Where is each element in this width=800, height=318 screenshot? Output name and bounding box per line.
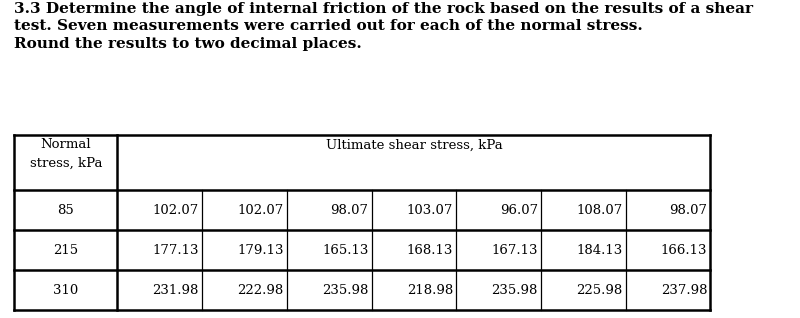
Text: Ultimate shear stress, kPa: Ultimate shear stress, kPa xyxy=(326,138,502,151)
Text: 179.13: 179.13 xyxy=(237,244,284,257)
Text: 108.07: 108.07 xyxy=(576,204,622,217)
Text: 102.07: 102.07 xyxy=(153,204,199,217)
Text: 235.98: 235.98 xyxy=(491,284,538,296)
Text: 237.98: 237.98 xyxy=(661,284,707,296)
Text: 235.98: 235.98 xyxy=(322,284,368,296)
Text: 98.07: 98.07 xyxy=(330,204,368,217)
Text: 103.07: 103.07 xyxy=(406,204,453,217)
Text: 225.98: 225.98 xyxy=(576,284,622,296)
Text: 184.13: 184.13 xyxy=(576,244,622,257)
Text: 177.13: 177.13 xyxy=(153,244,199,257)
Text: 167.13: 167.13 xyxy=(491,244,538,257)
Text: 102.07: 102.07 xyxy=(238,204,284,217)
Text: 168.13: 168.13 xyxy=(406,244,453,257)
Text: Normal
stress, kPa: Normal stress, kPa xyxy=(30,138,102,169)
Text: 166.13: 166.13 xyxy=(661,244,707,257)
Text: 85: 85 xyxy=(58,204,74,217)
Text: 215: 215 xyxy=(54,244,78,257)
Text: 165.13: 165.13 xyxy=(322,244,368,257)
Text: 310: 310 xyxy=(54,284,78,296)
Text: 222.98: 222.98 xyxy=(238,284,284,296)
Text: 231.98: 231.98 xyxy=(153,284,199,296)
Text: 96.07: 96.07 xyxy=(500,204,538,217)
Text: 3.3 Determine the angle of internal friction of the rock based on the results of: 3.3 Determine the angle of internal fric… xyxy=(14,2,754,51)
Text: 218.98: 218.98 xyxy=(407,284,453,296)
Text: 98.07: 98.07 xyxy=(669,204,707,217)
